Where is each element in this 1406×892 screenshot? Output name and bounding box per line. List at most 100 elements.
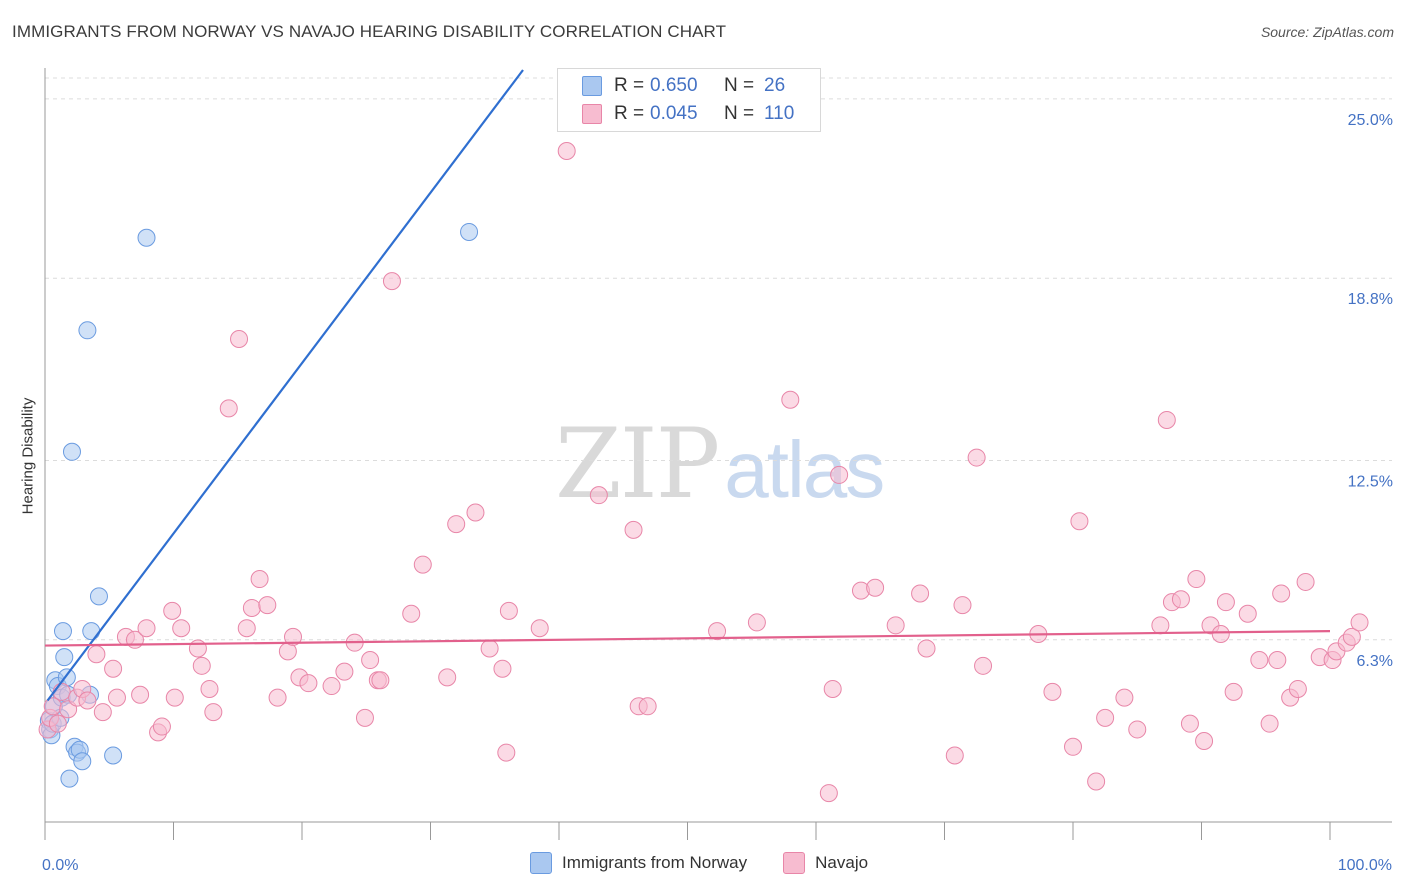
navajo-point xyxy=(299,674,318,693)
navajo-point xyxy=(163,601,182,620)
navajo-point xyxy=(747,613,766,632)
navajo-point xyxy=(945,746,964,765)
navajo-point xyxy=(589,486,608,505)
navajo-point xyxy=(131,685,150,704)
navajo-point xyxy=(1157,410,1176,429)
navajo-point xyxy=(172,619,191,638)
legend-r-label: R = xyxy=(614,75,645,96)
norway-point xyxy=(55,648,74,667)
navajo-point xyxy=(497,743,516,762)
navajo-point xyxy=(830,465,849,484)
legend-row-norway: R = 0.650 N = 26 xyxy=(558,73,785,99)
navajo-point xyxy=(1115,688,1134,707)
series-legend-navajo[interactable]: Navajo xyxy=(783,852,868,874)
legend-row-navajo: R = 0.045 N = 110 xyxy=(558,101,794,127)
navajo-point xyxy=(530,619,549,638)
legend-r-label: R = xyxy=(614,103,645,124)
navajo-point xyxy=(230,329,249,348)
navajo-point xyxy=(823,679,842,698)
navajo-point xyxy=(355,708,374,727)
navajo-point xyxy=(48,714,67,733)
navajo-point xyxy=(258,596,277,615)
source-label: Source: ZipAtlas.com xyxy=(1260,24,1394,40)
navajo-point xyxy=(967,448,986,467)
navajo-point xyxy=(493,659,512,678)
navajo-point xyxy=(242,598,261,617)
navajo-point xyxy=(1216,593,1235,612)
norway-point xyxy=(104,746,123,765)
norway-point xyxy=(53,622,72,641)
legend-n-value: 110 xyxy=(764,103,795,124)
norway-point xyxy=(73,752,92,771)
navajo-point xyxy=(78,691,97,710)
navajo-point xyxy=(866,578,885,597)
norway-point xyxy=(60,769,79,788)
navajo-point xyxy=(819,784,838,803)
navajo-trend-line xyxy=(44,630,1331,647)
navajo-point xyxy=(361,651,380,670)
navajo-point xyxy=(137,619,156,638)
navajo-point xyxy=(1087,772,1106,791)
norway-point xyxy=(460,222,479,241)
watermark-zip: ZIP xyxy=(555,408,720,520)
navajo-point xyxy=(219,399,238,418)
navajo-point xyxy=(250,570,269,589)
navajo-point xyxy=(708,622,727,641)
navajo-point xyxy=(1224,682,1243,701)
legend-n-value: 26 xyxy=(764,75,786,96)
series-legend-norway[interactable]: Immigrants from Norway xyxy=(530,852,747,874)
navajo-point xyxy=(188,639,207,658)
legend-r-value: 0.650 xyxy=(650,75,698,96)
y-tick-label: 6.3% xyxy=(1357,653,1393,670)
navajo-point xyxy=(371,671,390,690)
navajo-point xyxy=(1195,732,1214,751)
navajo-point xyxy=(237,619,256,638)
navajo-point xyxy=(911,584,930,603)
navajo-point xyxy=(638,697,657,716)
navajo-point xyxy=(402,604,421,623)
navajo-point xyxy=(200,679,219,698)
navajo-point xyxy=(953,596,972,615)
norway-point xyxy=(78,321,97,340)
legend-swatch-norway xyxy=(582,76,602,96)
navajo-point xyxy=(1070,512,1089,531)
navajo-point xyxy=(165,688,184,707)
norway-trend-line xyxy=(46,69,524,702)
series-label-norway: Immigrants from Norway xyxy=(562,853,748,872)
navajo-point xyxy=(480,639,499,658)
navajo-point xyxy=(322,677,341,696)
navajo-point xyxy=(1342,627,1361,646)
navajo-point xyxy=(152,717,171,736)
y-tick-label: 18.8% xyxy=(1348,291,1393,308)
series-swatch-navajo xyxy=(783,852,806,874)
navajo-point xyxy=(1096,708,1115,727)
navajo-point xyxy=(1151,616,1170,635)
chart-title: IMMIGRANTS FROM NORWAY VS NAVAJO HEARING… xyxy=(12,22,727,41)
navajo-point xyxy=(107,688,126,707)
series-swatch-norway xyxy=(530,852,552,874)
x-tick-label: 100.0% xyxy=(1338,857,1392,874)
navajo-point xyxy=(1288,679,1307,698)
navajo-point xyxy=(499,601,518,620)
navajo-point xyxy=(781,390,800,409)
legend-swatch-navajo xyxy=(582,104,602,124)
correlation-legend: R = 0.650 N = 26 R = 0.045 N = 110 xyxy=(557,68,821,132)
navajo-point xyxy=(1171,590,1190,609)
navajo-point xyxy=(1268,651,1287,670)
navajo-point xyxy=(1211,625,1230,643)
navajo-point xyxy=(1043,682,1062,701)
navajo-point xyxy=(1064,737,1082,756)
navajo-point xyxy=(1238,604,1257,623)
watermark: ZIPatlas xyxy=(555,408,885,520)
navajo-point xyxy=(284,627,303,646)
y-tick-label: 25.0% xyxy=(1348,112,1393,129)
navajo-point xyxy=(1260,714,1279,733)
navajo-point xyxy=(438,668,457,687)
navajo-point xyxy=(268,688,287,707)
navajo-point xyxy=(466,503,485,522)
navajo-point xyxy=(447,515,466,534)
navajo-point xyxy=(917,639,936,658)
navajo-point xyxy=(1180,714,1199,733)
navajo-point xyxy=(87,645,106,664)
